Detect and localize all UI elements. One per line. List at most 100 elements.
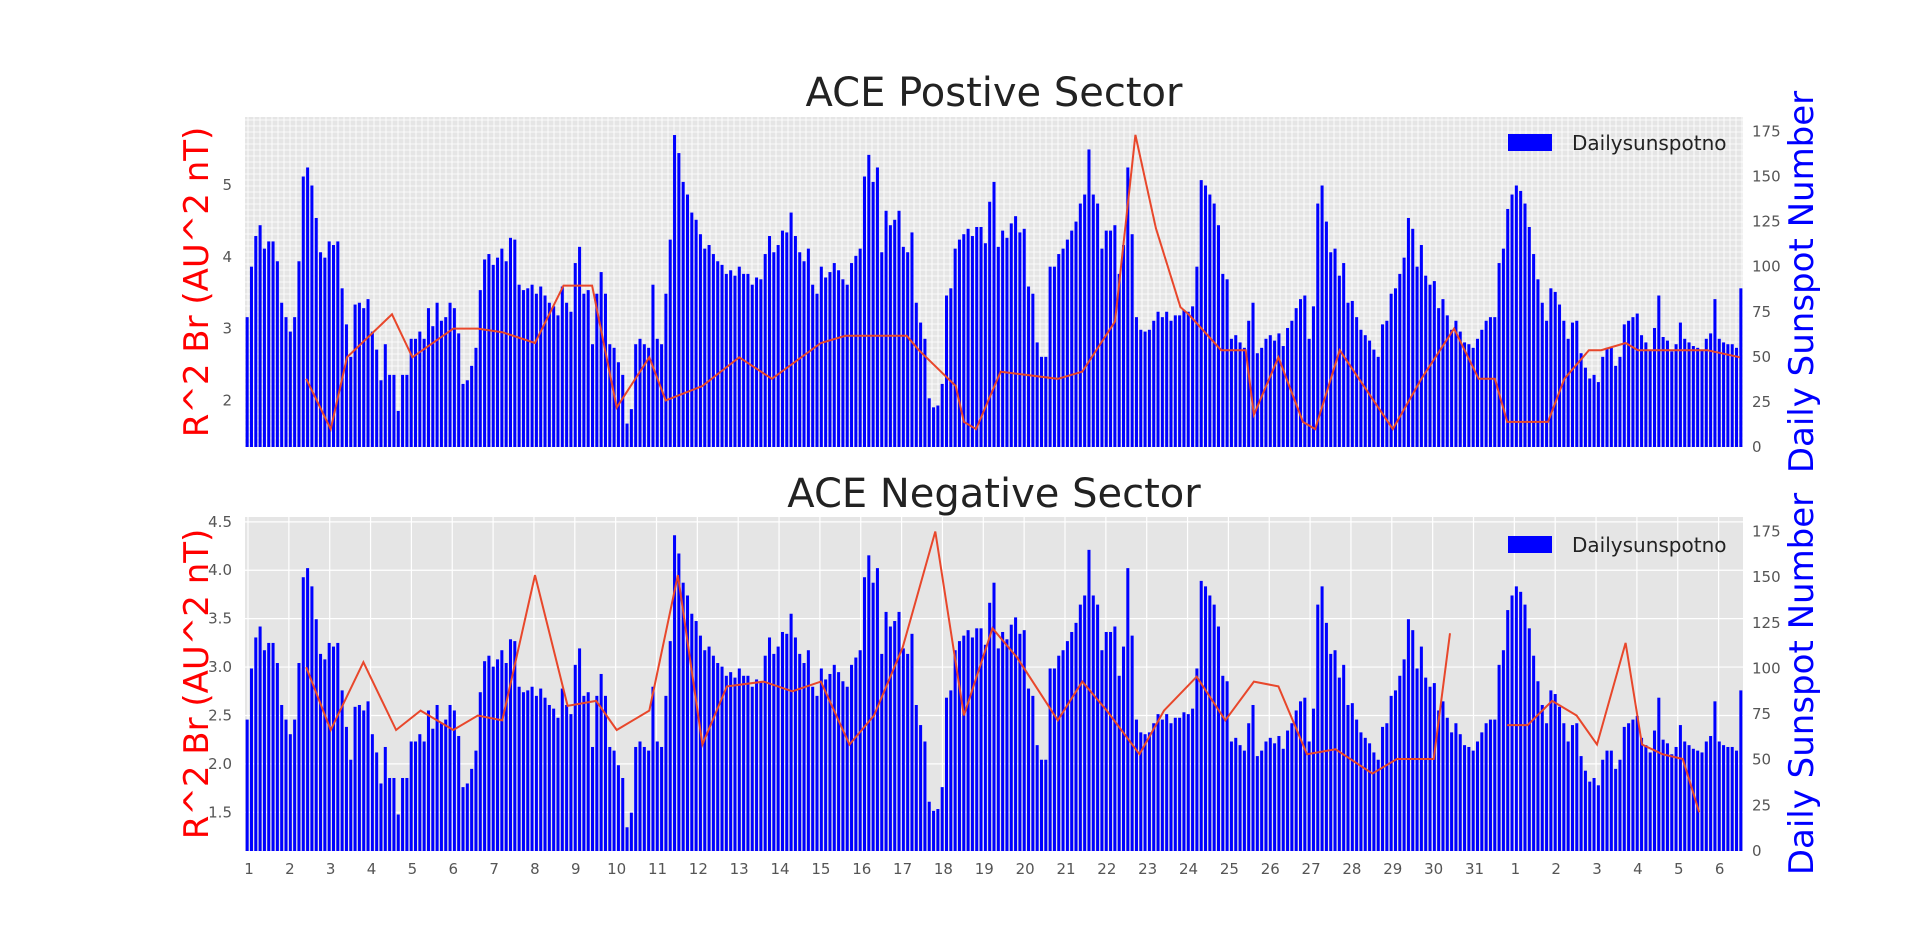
sunspot-bar bbox=[975, 227, 979, 447]
sunspot-bar bbox=[815, 695, 819, 851]
sunspot-bar bbox=[1627, 723, 1631, 851]
sunspot-bar bbox=[1467, 344, 1471, 447]
sunspot-bar bbox=[953, 248, 957, 447]
sunspot-bar bbox=[768, 236, 772, 447]
sunspot-bar bbox=[1402, 257, 1406, 447]
sunspot-bar bbox=[1570, 322, 1574, 447]
sunspot-bar bbox=[681, 582, 685, 851]
sunspot-bar bbox=[1475, 741, 1480, 851]
sunspot-bar bbox=[1372, 349, 1376, 447]
sunspot-bar bbox=[1437, 308, 1441, 447]
sunspot-bar bbox=[1506, 208, 1510, 447]
sunspot-bar bbox=[733, 677, 737, 851]
sunspot-bar bbox=[1001, 230, 1005, 447]
sunspot-bar bbox=[1635, 715, 1639, 851]
sunspot-bars bbox=[245, 535, 1743, 851]
sunspot-bar bbox=[798, 252, 802, 447]
sunspot-bar bbox=[750, 686, 754, 851]
sunspot-bar bbox=[426, 308, 430, 447]
sunspot-bar bbox=[1648, 752, 1652, 851]
sunspot-bar bbox=[383, 344, 387, 447]
sunspot-bar bbox=[1519, 190, 1523, 447]
left-axis-ticks: 1.5 2.0 2.5 3.0 3.5 4.0 4.5 bbox=[208, 513, 232, 821]
sunspot-bar bbox=[1035, 745, 1039, 851]
sunspot-bar bbox=[647, 750, 651, 851]
sunspot-bar bbox=[1683, 338, 1687, 447]
sunspot-bar bbox=[396, 814, 400, 851]
sunspot-bar bbox=[1674, 746, 1678, 851]
sunspot-bar bbox=[845, 284, 849, 447]
sunspot-bar bbox=[1104, 230, 1108, 447]
sunspot-bar bbox=[681, 181, 685, 448]
sunspot-bar bbox=[569, 311, 573, 447]
sunspot-bar bbox=[1260, 750, 1264, 851]
sunspot-bar bbox=[552, 708, 556, 851]
sunspot-bar bbox=[1061, 650, 1065, 851]
sunspot-bar bbox=[504, 663, 508, 851]
sunspot-bar bbox=[768, 637, 772, 851]
sunspot-bar bbox=[1488, 719, 1492, 851]
sunspot-bar bbox=[1044, 759, 1048, 851]
sunspot-bar bbox=[1165, 311, 1169, 447]
sunspot-bar bbox=[254, 637, 258, 851]
sunspot-bar bbox=[919, 725, 923, 851]
sunspot-bar bbox=[1100, 650, 1104, 851]
sunspot-bar bbox=[776, 646, 780, 851]
sunspot-bar bbox=[267, 642, 271, 851]
sunspot-bar bbox=[1463, 342, 1467, 447]
sunspot-bar bbox=[1130, 234, 1134, 447]
sunspot-bar bbox=[1678, 725, 1682, 851]
sunspot-bar bbox=[802, 663, 806, 851]
sunspot-bar bbox=[478, 290, 482, 447]
x-tick-label: 11 bbox=[648, 860, 667, 878]
sunspot-bar bbox=[858, 650, 862, 851]
sunspot-bar bbox=[707, 646, 711, 851]
sunspot-bar bbox=[957, 239, 961, 447]
sunspot-bar bbox=[539, 688, 543, 851]
sunspot-bar bbox=[638, 338, 642, 447]
sunspot-bar bbox=[1195, 266, 1199, 447]
sunspot-bar bbox=[1575, 723, 1579, 851]
sunspot-bar bbox=[319, 252, 323, 447]
sunspot-bar bbox=[1614, 365, 1618, 447]
sunspot-bar bbox=[508, 639, 512, 851]
sunspot-bar bbox=[945, 295, 949, 447]
sunspot-bar bbox=[1070, 230, 1074, 447]
sunspot-bar bbox=[388, 777, 392, 851]
sunspot-bar bbox=[1307, 338, 1311, 447]
right-tick-label: 75 bbox=[1752, 303, 1771, 321]
sunspot-bar bbox=[673, 135, 677, 447]
sunspot-bar bbox=[1221, 675, 1225, 851]
sunspot-bar bbox=[1074, 622, 1078, 851]
sunspot-bar bbox=[1052, 266, 1056, 447]
sunspot-bar bbox=[1562, 320, 1566, 447]
sunspot-bar bbox=[1337, 275, 1341, 447]
x-tick-label: 1 bbox=[1511, 860, 1521, 878]
sunspot-bar bbox=[267, 241, 271, 447]
bottom-chart-panel: ACE Negative Sector 1.5 2.0 2.5 3.0 3.5 4.0 4.… bbox=[177, 471, 1822, 878]
sunspot-bar bbox=[1454, 320, 1458, 447]
sunspot-bar bbox=[1536, 681, 1540, 851]
sunspot-bar bbox=[1074, 221, 1078, 447]
sunspot-bar bbox=[729, 270, 733, 447]
sunspot-bar bbox=[513, 641, 517, 851]
sunspot-bar bbox=[1566, 338, 1570, 447]
sunspot-bar bbox=[824, 679, 828, 851]
sunspot-bar bbox=[565, 704, 569, 851]
sunspot-bar bbox=[1152, 320, 1156, 447]
sunspot-bar bbox=[1398, 675, 1402, 851]
sunspot-bar bbox=[1588, 378, 1592, 447]
sunspot-bar bbox=[1704, 338, 1708, 447]
sunspot-bar bbox=[1238, 745, 1242, 851]
sunspot-bar bbox=[1294, 710, 1298, 851]
right-tick-label: 150 bbox=[1752, 168, 1781, 186]
sunspot-bar bbox=[1018, 633, 1022, 851]
sunspot-bar bbox=[616, 765, 620, 851]
sunspot-bar bbox=[988, 602, 992, 851]
sunspot-bar bbox=[375, 752, 379, 851]
sunspot-bar bbox=[1242, 750, 1246, 851]
sunspot-bar bbox=[1329, 653, 1333, 851]
sunspot-bar bbox=[262, 650, 266, 851]
sunspot-bar bbox=[1212, 203, 1216, 447]
r2br-line-segment bbox=[305, 531, 1451, 775]
